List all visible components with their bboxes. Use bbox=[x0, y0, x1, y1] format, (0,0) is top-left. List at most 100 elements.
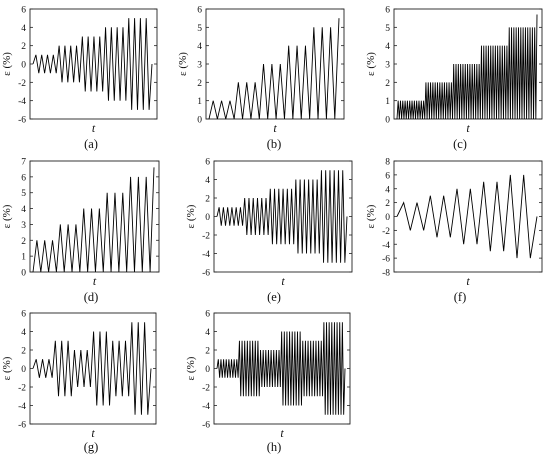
plot-frame bbox=[393, 160, 543, 273]
y-axis-label: ε (%) bbox=[365, 204, 377, 228]
y-tick-label: 4 bbox=[21, 328, 26, 338]
x-axis-label: t bbox=[466, 274, 470, 288]
y-tick-label: 4 bbox=[197, 42, 202, 52]
panel-d: 0 1 2 3 4 5 6 7 ε (%) t (d) bbox=[1, 158, 160, 304]
y-tick-label: 2 bbox=[205, 347, 210, 357]
y-tick-label: 6 bbox=[21, 6, 26, 16]
panel-h: -6 -4 -2 0 2 4 6 ε (%) t(h) bbox=[185, 310, 351, 454]
y-tick-label: 2 bbox=[385, 199, 390, 209]
y-tick-label: 3 bbox=[197, 61, 202, 71]
x-axis-label: t bbox=[281, 274, 285, 288]
y-tick-label: 0 bbox=[205, 365, 210, 375]
y-axis-label: ε (%) bbox=[1, 52, 13, 76]
y-tick-label: -2 bbox=[382, 227, 390, 237]
plot-frame bbox=[29, 160, 160, 273]
y-axis-label: ε (%) bbox=[1, 356, 13, 380]
panel-a: -6 -4 -2 0 2 4 6 ε (%) t (a) bbox=[1, 6, 158, 151]
panel-caption: (h) bbox=[267, 440, 282, 454]
y-tick-label: 2 bbox=[21, 237, 26, 247]
strain-series-line bbox=[216, 322, 346, 415]
y-tick-label: -6 bbox=[202, 269, 210, 279]
plot-frame bbox=[29, 312, 157, 425]
y-tick-label: -6 bbox=[382, 255, 390, 265]
y-tick-label: 0 bbox=[21, 61, 26, 71]
y-tick-label: 4 bbox=[21, 24, 26, 34]
x-axis-label: t bbox=[92, 121, 96, 135]
strain-series-line bbox=[396, 14, 538, 120]
y-tick-label: 2 bbox=[21, 347, 26, 357]
y-tick-label: 0 bbox=[385, 116, 390, 126]
y-tick-label: 4 bbox=[385, 185, 390, 195]
y-tick-label: 4 bbox=[21, 205, 26, 215]
x-axis-label: t bbox=[93, 274, 97, 288]
y-tick-label: 2 bbox=[197, 79, 202, 89]
y-tick-label: 6 bbox=[385, 6, 390, 16]
y-tick-label: 0 bbox=[205, 213, 210, 223]
y-tick-label: 0 bbox=[21, 269, 26, 279]
panel-caption: (a) bbox=[84, 137, 98, 151]
y-tick-label: 6 bbox=[21, 310, 26, 320]
y-tick-label: -4 bbox=[18, 97, 26, 107]
y-tick-label: -4 bbox=[202, 402, 210, 412]
y-tick-label: 2 bbox=[21, 42, 26, 52]
y-tick-label: 1 bbox=[197, 97, 202, 107]
x-axis-label: t bbox=[280, 426, 284, 440]
y-tick-label: 4 bbox=[205, 176, 210, 186]
y-tick-label: 4 bbox=[205, 328, 210, 338]
y-tick-label: -6 bbox=[18, 421, 26, 431]
y-tick-label: 1 bbox=[385, 97, 390, 107]
y-tick-label: -4 bbox=[18, 402, 26, 412]
panel-caption: (e) bbox=[267, 290, 281, 304]
y-axis-label: ε (%) bbox=[185, 204, 197, 228]
y-axis-label: ε (%) bbox=[177, 52, 189, 76]
y-tick-label: 6 bbox=[385, 171, 390, 181]
strain-series-line bbox=[32, 167, 155, 273]
y-tick-label: 5 bbox=[21, 189, 26, 199]
x-axis-label: t bbox=[273, 121, 277, 135]
y-tick-label: 7 bbox=[21, 158, 26, 168]
strain-series-line bbox=[208, 18, 340, 120]
y-tick-label: 6 bbox=[205, 158, 210, 168]
y-tick-label: 5 bbox=[197, 24, 202, 34]
y-tick-label: -8 bbox=[382, 269, 390, 279]
y-axis-label: ε (%) bbox=[1, 204, 13, 228]
y-tick-label: 0 bbox=[385, 213, 390, 223]
y-tick-label: 2 bbox=[205, 195, 210, 205]
strain-series-line bbox=[216, 170, 348, 263]
strain-series-line bbox=[32, 322, 152, 415]
panel-f: -8 -6 -4 -2 0 2 4 6 8 ε (%) t (f) bbox=[365, 158, 543, 304]
y-tick-label: 0 bbox=[197, 116, 202, 126]
y-tick-label: -2 bbox=[18, 79, 26, 89]
panel-c: 0 1 2 3 4 5 6 ε (%) t (c) bbox=[365, 6, 543, 151]
y-tick-label: -2 bbox=[202, 384, 210, 394]
y-axis-label: ε (%) bbox=[365, 52, 377, 76]
panel-caption: (g) bbox=[84, 440, 99, 454]
panel-caption: (f) bbox=[454, 290, 467, 304]
y-tick-label: 2 bbox=[385, 79, 390, 89]
y-axis-label: ε (%) bbox=[185, 356, 197, 380]
panel-e: -6 -4 -2 0 2 4 6 ε (%) t(e) bbox=[185, 158, 353, 304]
x-axis-label: t bbox=[91, 426, 95, 440]
y-tick-label: -6 bbox=[18, 116, 26, 126]
panel-caption: (b) bbox=[267, 137, 282, 151]
y-tick-label: -4 bbox=[382, 241, 390, 251]
y-tick-label: 1 bbox=[21, 253, 26, 263]
y-tick-label: 8 bbox=[385, 158, 390, 168]
y-tick-label: 0 bbox=[21, 365, 26, 375]
y-tick-label: 4 bbox=[385, 42, 390, 52]
panel-caption: (d) bbox=[84, 290, 99, 304]
y-tick-label: -2 bbox=[202, 232, 210, 242]
panel-caption: (c) bbox=[453, 137, 467, 151]
y-tick-label: 6 bbox=[21, 173, 26, 183]
y-tick-label: 5 bbox=[385, 24, 390, 34]
y-tick-label: -6 bbox=[202, 421, 210, 431]
panel-b: 0 1 2 3 4 5 6 ε (%) t (b) bbox=[177, 6, 345, 151]
y-tick-label: -4 bbox=[202, 250, 210, 260]
strain-series-line bbox=[396, 174, 538, 259]
y-tick-label: 6 bbox=[205, 310, 210, 320]
y-tick-label: 6 bbox=[197, 6, 202, 16]
panel-g: -6 -4 -2 0 2 4 6 ε (%) t(g) bbox=[1, 310, 157, 454]
y-tick-label: -2 bbox=[18, 384, 26, 394]
y-tick-label: 3 bbox=[385, 61, 390, 71]
